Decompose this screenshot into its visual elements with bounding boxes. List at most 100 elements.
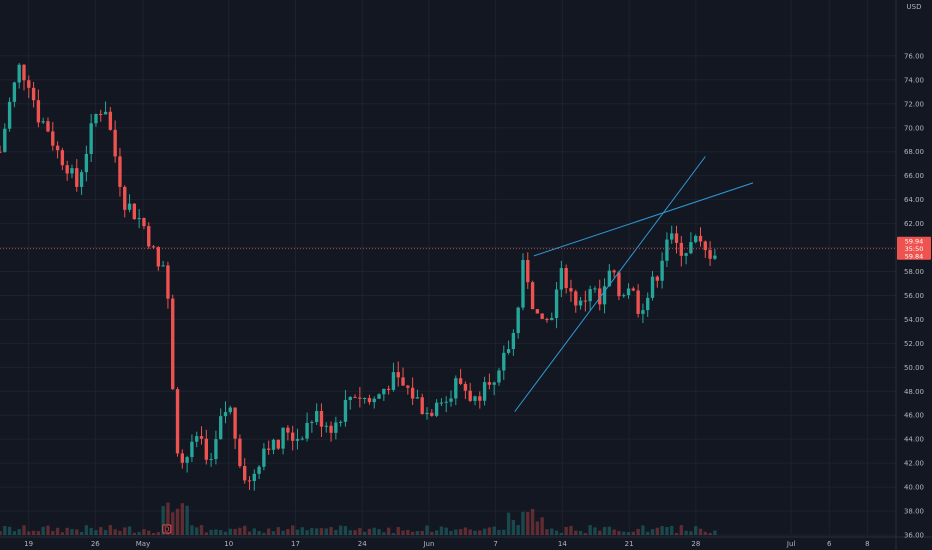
candle-body: [94, 113, 98, 124]
volume-bar: [588, 525, 592, 535]
candle-body: [506, 349, 511, 353]
candle-body: [372, 398, 376, 403]
candle-body: [689, 242, 693, 254]
volume-bar: [434, 530, 439, 535]
candle-body: [147, 226, 151, 247]
y-tick-label: 66.00: [904, 172, 924, 180]
trendline[interactable]: [514, 156, 706, 412]
candle-body: [607, 270, 612, 287]
volume-bar: [190, 525, 194, 535]
candle-body: [550, 317, 554, 321]
candle-body: [602, 286, 607, 305]
candle-body: [108, 111, 113, 130]
candle-body: [151, 246, 156, 248]
candle-body: [377, 394, 381, 399]
volume-bar: [372, 527, 376, 535]
volume-bar: [79, 531, 84, 535]
volume-bar: [46, 525, 50, 535]
candle-body: [314, 410, 319, 423]
volume-bar: [252, 528, 256, 535]
x-tick-label: 10: [224, 540, 233, 548]
volume-bar: [94, 530, 98, 535]
candle-body: [41, 121, 45, 123]
candle-body: [526, 259, 530, 283]
trendline[interactable]: [533, 182, 754, 257]
candle-body: [7, 101, 12, 129]
candle-body: [180, 453, 185, 463]
volume-bar: [166, 502, 170, 535]
event-marker[interactable]: D: [162, 524, 172, 534]
volume-bar: [286, 529, 290, 535]
candle-body: [238, 438, 242, 467]
candle-body: [161, 265, 165, 267]
candle-body: [103, 111, 108, 115]
volume-bar: [526, 512, 530, 535]
candle-body: [271, 439, 276, 450]
candle-body: [406, 385, 410, 388]
candle-body: [243, 466, 247, 481]
volume-bar: [674, 532, 679, 535]
candle-body: [324, 425, 328, 427]
candle-body: [0, 151, 2, 153]
volume-bar: [564, 526, 568, 535]
candle-body: [295, 438, 300, 441]
event-marker-box[interactable]: [162, 524, 172, 534]
candle-body: [334, 422, 338, 433]
volume-bar: [650, 529, 655, 535]
candle-body: [252, 473, 256, 482]
candle-body: [123, 186, 127, 210]
x-tick-label: 21: [625, 540, 634, 548]
trendlines[interactable]: [514, 156, 754, 412]
volume-bar: [267, 528, 271, 535]
volume-bar: [219, 530, 223, 535]
volume-bar: [622, 531, 626, 535]
volume-bar: [27, 531, 31, 535]
volume-bar: [113, 529, 117, 535]
x-tick-label: 19: [24, 540, 33, 548]
volume-bar: [41, 526, 45, 535]
candle-body: [27, 80, 31, 88]
x-axis[interactable]: 19 26 May 10 17 24 Jun 7 14 21 28 Jul 6 8: [24, 540, 870, 548]
candle-body: [36, 100, 41, 123]
candle-body: [12, 82, 17, 102]
y-tick-label: 46.00: [904, 412, 924, 420]
candle-body: [612, 270, 616, 273]
volume-bar: [463, 527, 468, 535]
candle-body: [75, 168, 79, 187]
candle-body: [636, 290, 640, 314]
volume-bar: [0, 531, 2, 535]
candle-body: [425, 412, 429, 415]
volume-bar: [617, 530, 621, 535]
volume-bar: [410, 531, 415, 535]
volume-bar: [271, 531, 276, 535]
candle-body: [708, 250, 712, 259]
candle-body: [468, 390, 472, 401]
volume-bar: [31, 530, 36, 535]
volume-bar: [689, 531, 693, 535]
candle-body: [473, 396, 477, 401]
candle-body: [209, 458, 213, 460]
candle-body: [223, 412, 228, 417]
volume-bar: [636, 528, 640, 535]
candle-body: [219, 416, 223, 440]
y-tick-label: 68.00: [904, 148, 924, 156]
volume-bar: [454, 529, 458, 535]
volume-bar: [55, 527, 60, 535]
y-axis-panel[interactable]: [896, 0, 932, 550]
y-tick-label: 38.00: [904, 508, 924, 516]
volume-bar: [478, 530, 482, 535]
y-tick-label: 72.00: [904, 100, 924, 108]
volume-bar: [175, 508, 180, 535]
volume-bar: [449, 530, 453, 535]
candle-body: [478, 396, 482, 401]
volume-bar: [12, 531, 17, 535]
candle-body: [655, 276, 659, 281]
candle-body: [195, 436, 199, 442]
candle-body: [516, 307, 520, 334]
volume-bar: [502, 529, 506, 535]
volume-bar: [598, 530, 602, 535]
volume-bar: [511, 520, 516, 535]
volume-bar: [180, 503, 185, 535]
volume-bar: [36, 531, 41, 535]
